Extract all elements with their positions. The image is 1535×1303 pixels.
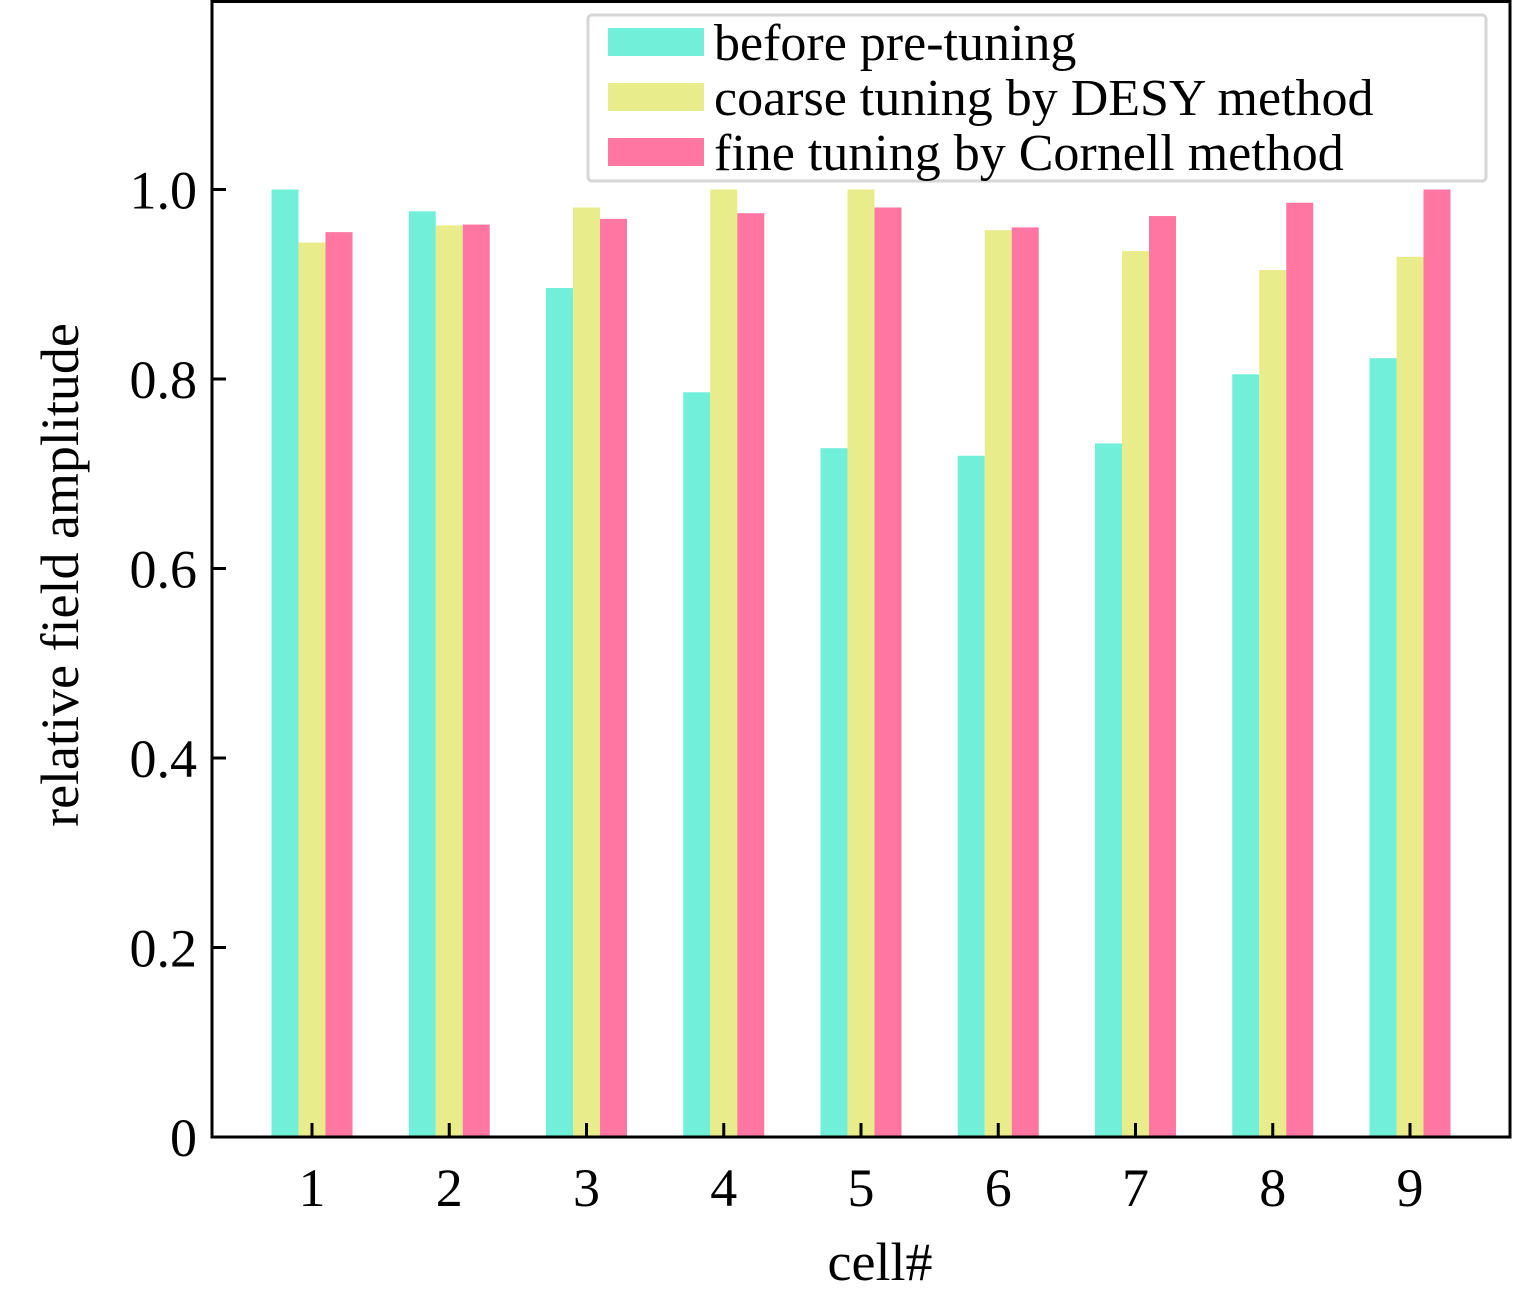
bar-s3-cell-2 [462, 224, 490, 1137]
y-tick-label-5: 1.0 [130, 161, 198, 221]
y-tick-label-4: 0.8 [130, 350, 198, 410]
bars-layer [271, 189, 1451, 1138]
ticks-layer: 1 2 3 4 5 6 7 8 9 0 0.2 0.4 0.6 0.8 1.0 [130, 161, 1424, 1219]
x-tick-label-9: 9 [1397, 1158, 1424, 1218]
bar-s1-cell-8 [1232, 374, 1260, 1137]
x-tick-label-4: 4 [710, 1158, 737, 1218]
x-tick-label-5: 5 [848, 1158, 875, 1218]
x-tick-label-8: 8 [1259, 1158, 1286, 1218]
bar-s2-cell-9 [1396, 256, 1424, 1138]
bar-s3-cell-8 [1286, 202, 1314, 1137]
bar-s1-cell-5 [820, 448, 848, 1138]
bar-s2-cell-7 [1122, 251, 1149, 1137]
bar-s2-cell-1 [298, 242, 326, 1137]
x-tick-label-1: 1 [299, 1158, 326, 1218]
y-tick-label-1: 0.2 [130, 919, 198, 979]
bar-s2-cell-8 [1259, 270, 1287, 1138]
bar-s1-cell-2 [408, 211, 436, 1138]
legend-swatch-1 [608, 28, 704, 56]
y-axis-label: relative field amplitude [30, 323, 90, 827]
legend-box [586, 13, 1488, 183]
bar-s1-cell-7 [1095, 443, 1122, 1137]
bar-s3-cell-1 [325, 232, 353, 1137]
bar-s2-cell-5 [847, 189, 875, 1137]
legend-label-1: before pre-tuning [714, 15, 1076, 72]
bar-s3-cell-3 [600, 218, 627, 1137]
legend-swatch-3 [608, 138, 704, 166]
bar-s2-cell-6 [984, 230, 1012, 1137]
bar-s3-cell-6 [1011, 227, 1039, 1137]
bar-s2-cell-3 [573, 207, 600, 1137]
x-tick-label-7: 7 [1122, 1158, 1149, 1218]
y-tick-label-2: 0.4 [130, 729, 198, 789]
bar-s3-cell-9 [1423, 189, 1451, 1137]
x-axis-label: cell# [828, 1232, 933, 1292]
bar-s3-cell-4 [737, 213, 765, 1137]
bar-s1-cell-1 [271, 189, 299, 1137]
x-tick-label-2: 2 [436, 1158, 463, 1218]
legend-swatch-2 [608, 83, 704, 111]
bar-s3-cell-5 [874, 207, 902, 1137]
legend-label-3: fine tuning by Cornell method [714, 125, 1344, 182]
bar-s3-cell-7 [1149, 216, 1176, 1137]
bar-s1-cell-3 [546, 288, 573, 1137]
bar-s1-cell-6 [957, 455, 985, 1137]
x-tick-label-6: 6 [985, 1158, 1012, 1218]
y-tick-label-3: 0.6 [130, 540, 198, 600]
bar-s1-cell-4 [683, 392, 711, 1137]
y-tick-label-0: 0 [170, 1108, 197, 1168]
bar-s2-cell-4 [710, 189, 738, 1137]
legend-label-2: coarse tuning by DESY method [714, 70, 1374, 127]
bar-s2-cell-2 [435, 225, 463, 1137]
bar-s1-cell-9 [1369, 358, 1397, 1137]
x-tick-label-3: 3 [573, 1158, 600, 1218]
